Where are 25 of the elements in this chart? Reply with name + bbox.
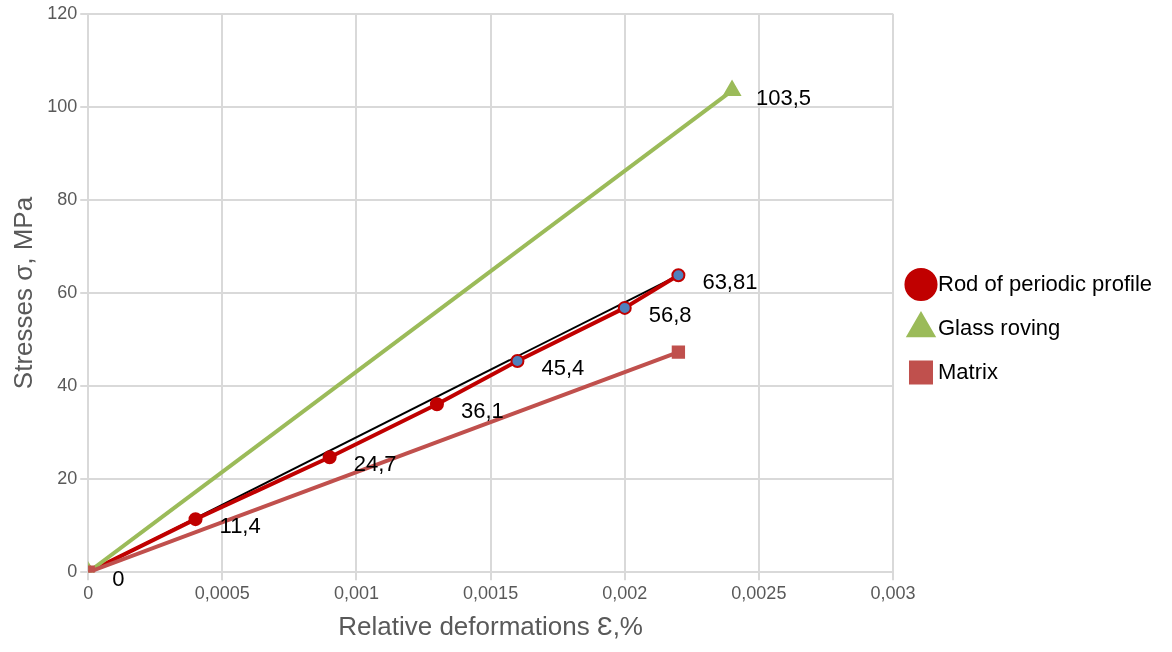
y-axis-title: Stresses σ, MPa bbox=[7, 196, 38, 390]
x-axis-title: Relative deformations Ɛ,% bbox=[338, 610, 643, 641]
y-tick-label: 20 bbox=[57, 468, 78, 489]
data-label: 36,1 bbox=[460, 398, 504, 424]
legend-label: Glass roving bbox=[937, 314, 1061, 340]
data-label: 45,4 bbox=[541, 355, 585, 380]
legend-label: Matrix bbox=[937, 358, 998, 384]
y-tick-label: 60 bbox=[57, 281, 78, 302]
x-tick-label: 0,0015 bbox=[463, 582, 519, 603]
x-tick-label: 0,0005 bbox=[194, 582, 250, 603]
data-label: 103,5 bbox=[756, 84, 812, 110]
y-tick-label: 40 bbox=[57, 375, 78, 396]
y-tick-label: 120 bbox=[47, 2, 78, 23]
y-tick-label: 80 bbox=[57, 188, 78, 209]
x-tick-label: 0,001 bbox=[333, 582, 380, 603]
y-tick-label: 100 bbox=[47, 95, 78, 116]
data-label: 63,81 bbox=[702, 269, 758, 295]
x-tick-label: 0,0025 bbox=[731, 582, 787, 603]
data-label: 56,8 bbox=[648, 301, 692, 327]
data-label: 11,4 bbox=[219, 513, 261, 539]
x-tick-label: 0,002 bbox=[602, 582, 648, 603]
x-tick-label: 0 bbox=[83, 582, 94, 603]
y-tick-label: 0 bbox=[67, 561, 78, 582]
x-tick-label: 0,003 bbox=[870, 582, 916, 603]
legend-label: Rod of periodic profile bbox=[937, 270, 1153, 296]
